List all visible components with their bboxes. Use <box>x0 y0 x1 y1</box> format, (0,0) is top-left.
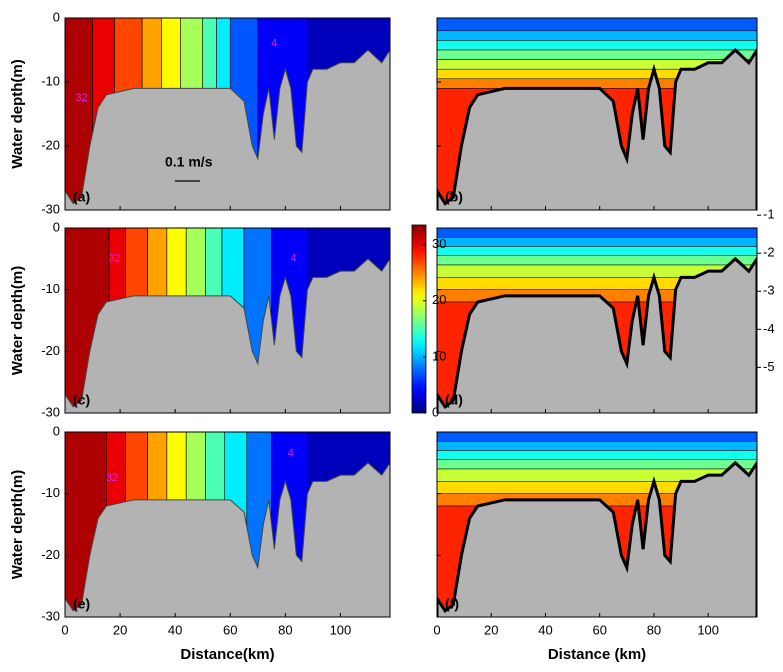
x-axis-label: Distance (km) <box>548 646 646 663</box>
contour-label: 32 <box>75 92 87 104</box>
x-tick-label: 100 <box>697 622 719 637</box>
contour-label: 32 <box>106 472 118 484</box>
layer-band <box>437 49 757 60</box>
y-tick-label: 0 <box>53 9 60 24</box>
layer-band <box>437 432 757 442</box>
x-tick-label: 80 <box>647 622 661 637</box>
x-tick-label: 100 <box>330 622 352 637</box>
panel <box>437 228 757 413</box>
panel-label: (f) <box>445 596 459 612</box>
axes-frame <box>436 431 758 618</box>
colorbar-tick-label: -2 <box>763 245 775 260</box>
colorbar-tick-label: 30 <box>432 236 446 251</box>
y-tick-label: -20 <box>41 343 60 358</box>
y-tick-label: -10 <box>41 485 60 500</box>
colorbar-tick-label: -5 <box>763 359 775 374</box>
axes-frame <box>436 17 758 211</box>
layer-band <box>437 255 757 266</box>
panel: 32 4 <box>65 432 390 617</box>
axes-frame <box>64 17 391 211</box>
axes-frame <box>64 227 391 414</box>
colorbar-tick-label: 20 <box>432 292 446 307</box>
colorbar-tick-label: -3 <box>763 283 775 298</box>
x-axis-label: Distance(km) <box>180 646 274 663</box>
layer-band <box>437 441 757 451</box>
axes-frame <box>64 431 391 618</box>
y-tick-label: 0 <box>53 423 60 438</box>
panel-label: (a) <box>73 189 90 205</box>
y-tick-label: -30 <box>41 608 60 623</box>
x-tick-label: 20 <box>113 622 127 637</box>
x-tick-label: 20 <box>484 622 498 637</box>
seabed <box>65 49 390 210</box>
panel: 32 4 <box>65 228 390 413</box>
layer-band <box>437 228 757 238</box>
colorbar-tick-label: 10 <box>432 348 446 363</box>
seabed <box>437 460 757 617</box>
panel: 32 4 <box>65 18 390 210</box>
y-tick-label: -20 <box>41 547 60 562</box>
axes-frame <box>436 227 758 414</box>
x-tick-label: 80 <box>278 622 292 637</box>
x-tick-label: 60 <box>592 622 606 637</box>
layer-band <box>437 459 757 470</box>
x-tick-label: 40 <box>168 622 182 637</box>
colorbar-tick-label: 0 <box>432 404 439 419</box>
y-tick-label: -20 <box>41 137 60 152</box>
y-tick-label: -10 <box>41 281 60 296</box>
panel-label: (e) <box>73 596 90 612</box>
contour-label: 4 <box>288 447 294 459</box>
contour-label: 32 <box>108 253 120 265</box>
y-axis-label: Water depth(m) <box>9 266 26 375</box>
scale-label: 0.1 m/s <box>165 154 213 170</box>
seabed <box>437 47 757 210</box>
layer-band <box>437 18 757 32</box>
seabed <box>65 257 390 413</box>
x-tick-label: 40 <box>538 622 552 637</box>
layer-band <box>437 450 757 460</box>
contour-label: 4 <box>271 38 277 50</box>
layer-band <box>437 246 757 256</box>
panel-label: (c) <box>73 392 90 408</box>
colorbar-tick-label: -4 <box>763 321 775 336</box>
layer-band <box>437 237 757 247</box>
panel <box>437 18 757 210</box>
seabed <box>437 256 757 413</box>
y-tick-label: 0 <box>53 219 60 234</box>
x-tick-label: 0 <box>61 622 68 637</box>
y-tick-label: -10 <box>41 73 60 88</box>
y-axis-label: Water depth(m) <box>9 59 26 168</box>
colorbar <box>411 224 427 414</box>
colorbar-tick-label: -1 <box>763 207 775 222</box>
y-tick-label: -30 <box>41 201 60 216</box>
y-tick-label: -30 <box>41 404 60 419</box>
panel <box>437 432 757 617</box>
layer-band <box>437 30 757 41</box>
seabed <box>65 461 390 617</box>
panel-label: (b) <box>445 189 463 205</box>
layer-band <box>437 40 757 51</box>
x-tick-label: 0 <box>433 622 440 637</box>
contour-label: 4 <box>291 253 297 265</box>
x-tick-label: 60 <box>223 622 237 637</box>
y-axis-label: Water depth(m) <box>9 470 26 579</box>
panel-label: (d) <box>445 392 463 408</box>
